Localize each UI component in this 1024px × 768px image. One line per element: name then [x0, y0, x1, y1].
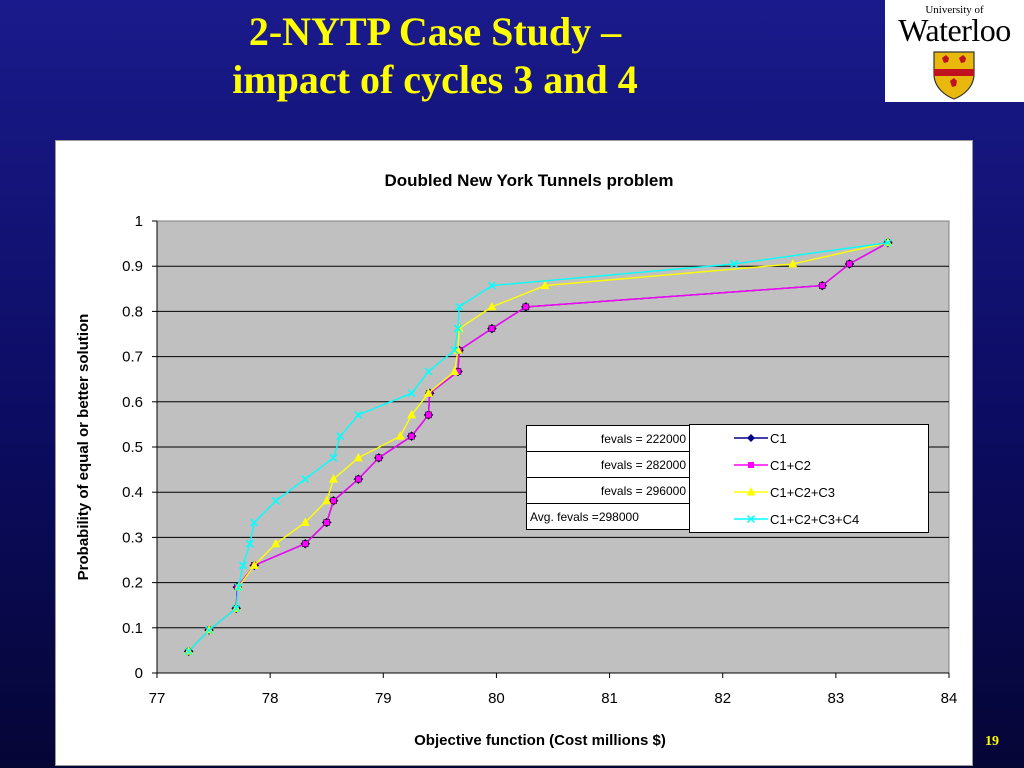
- series-2-point: [488, 325, 496, 332]
- series-4-point: [354, 410, 363, 419]
- series-2-point: [301, 540, 309, 547]
- fevals-row: Avg. fevals =298000: [526, 503, 690, 530]
- legend-label-c1: C1: [770, 431, 787, 446]
- chart-title: Doubled New York Tunnels problem: [384, 171, 673, 190]
- x-tick-label: 77: [149, 690, 166, 707]
- series-3-point: [329, 474, 339, 483]
- slide-title: 2-NYTP Case Study – impact of cycles 3 a…: [150, 8, 720, 104]
- series-3-point: [300, 517, 310, 526]
- series-3-point: [788, 258, 798, 268]
- shield-icon: [933, 51, 975, 100]
- series-4-point: [487, 281, 496, 290]
- series-3-point: [540, 280, 550, 290]
- fevals-cell: fevals = 296000: [526, 477, 690, 504]
- legend-swatch-c1-c2-c3: [734, 487, 768, 496]
- slide-title-line-2: impact of cycles 3 and 4: [232, 57, 638, 102]
- series-4-point: [729, 259, 739, 268]
- y-tick-label: 1: [135, 213, 143, 230]
- y-tick-label: 0.9: [122, 258, 143, 275]
- x-tick-label: 81: [601, 690, 618, 707]
- series-4-line: [188, 242, 888, 652]
- x-tick-label: 80: [488, 690, 505, 707]
- x-tick-label: 83: [828, 690, 845, 707]
- chart-area: 0 0.1 0.2 0.3 0.4 0.5 0.6 0.7 0.8 0.9 1 77 78 79 80 81 8…: [55, 140, 973, 766]
- series-3-point: [249, 560, 259, 569]
- y-tick-label: 0.2: [122, 575, 143, 592]
- legend-entry-c1-c2-c3: C1+C2+C3: [690, 482, 930, 502]
- y-tick-label: 0.3: [122, 529, 143, 546]
- series-4-point: [453, 324, 462, 333]
- fevals-row: fevals = 296000: [526, 477, 690, 504]
- series-2-point: [355, 475, 362, 483]
- page-number: 19: [985, 734, 999, 749]
- series-3-point: [450, 366, 460, 376]
- series-4-point: [329, 453, 338, 462]
- series-4-point: [407, 389, 416, 398]
- series-4-point: [234, 583, 243, 592]
- legend-swatch-c1-c2-c3-c4: [734, 514, 768, 524]
- chart-legend: C1 C1+C2 C1+C2+C3 C1+C2+C3+C4: [689, 424, 929, 533]
- series-2-point: [819, 282, 826, 289]
- series-2-point: [323, 519, 330, 526]
- series-3-point: [322, 495, 332, 505]
- series-4-point: [455, 302, 464, 311]
- fevals-row: fevals = 282000: [526, 451, 690, 478]
- logo-university-of-text: University of: [925, 4, 984, 16]
- series-3-point: [395, 431, 405, 440]
- y-axis-label: Probability of equal or better solution: [75, 314, 92, 581]
- series-3-point: [407, 409, 417, 419]
- y-tick-label: 0.7: [122, 349, 143, 366]
- y-tick-label: 0: [135, 665, 143, 682]
- slide-title-line-1: 2-NYTP Case Study –: [248, 9, 622, 54]
- series-4-point: [238, 561, 248, 570]
- series-4-point: [301, 475, 310, 484]
- legend-label-c1-c2: C1+C2: [770, 458, 811, 473]
- legend-swatch-c1: [734, 434, 768, 442]
- fevals-cell: fevals = 222000: [526, 425, 690, 452]
- y-tick-label: 0.6: [122, 394, 143, 411]
- series-4-point: [250, 518, 259, 527]
- series-3-point: [353, 452, 363, 462]
- series-3-point: [424, 388, 434, 397]
- series-2-point: [375, 454, 383, 462]
- legend-entry-c1-c2: C1+C2: [690, 455, 930, 475]
- series-4-point: [205, 626, 214, 635]
- legend-label-c1-c2-c3: C1+C2+C3: [770, 485, 836, 500]
- series-4-point: [271, 496, 280, 505]
- legend-entry-c1: C1: [690, 428, 930, 448]
- x-tick-label: 84: [941, 690, 958, 707]
- series-2-line: [188, 242, 889, 652]
- legend-swatch-c1-c2: [734, 462, 768, 468]
- series-2-point: [330, 497, 337, 505]
- x-axis-label: Objective function (Cost millions $): [414, 732, 666, 749]
- legend-label-c1-c2-c3-c4: C1+C2+C3+C4: [770, 512, 860, 527]
- fevals-cell: fevals = 282000: [526, 451, 690, 478]
- fevals-row: fevals = 222000: [526, 425, 690, 452]
- series-2-point: [408, 432, 415, 440]
- y-tick-label: 0.4: [122, 484, 143, 501]
- legend-entry-c1-c2-c3-c4: C1+C2+C3+C4: [690, 509, 930, 529]
- series-2-point: [846, 260, 853, 268]
- series-3-point: [487, 301, 497, 311]
- series-4-point: [245, 539, 254, 548]
- fevals-cell-average: Avg. fevals =298000: [526, 503, 690, 530]
- y-tick-label: 0.5: [122, 439, 143, 456]
- series-2-point: [425, 411, 432, 419]
- series-4-point: [184, 647, 193, 656]
- series-4-point: [424, 367, 433, 376]
- university-logo: University of Waterloo: [885, 0, 1024, 102]
- series-4-point: [883, 238, 892, 247]
- series-4-point: [232, 604, 241, 613]
- series-3-point: [271, 538, 281, 548]
- series-4-point: [336, 432, 345, 441]
- fevals-table: fevals = 222000 fevals = 282000 fevals =…: [526, 425, 690, 530]
- x-tick-label: 82: [714, 690, 731, 707]
- y-tick-label: 0.8: [122, 303, 143, 320]
- x-tick-label: 79: [375, 690, 392, 707]
- x-tick-label: 78: [262, 690, 279, 707]
- logo-waterloo-text: Waterloo: [898, 12, 1011, 48]
- y-tick-label: 0.1: [122, 620, 143, 637]
- series-4-point: [450, 346, 459, 355]
- series-2-point: [522, 303, 530, 311]
